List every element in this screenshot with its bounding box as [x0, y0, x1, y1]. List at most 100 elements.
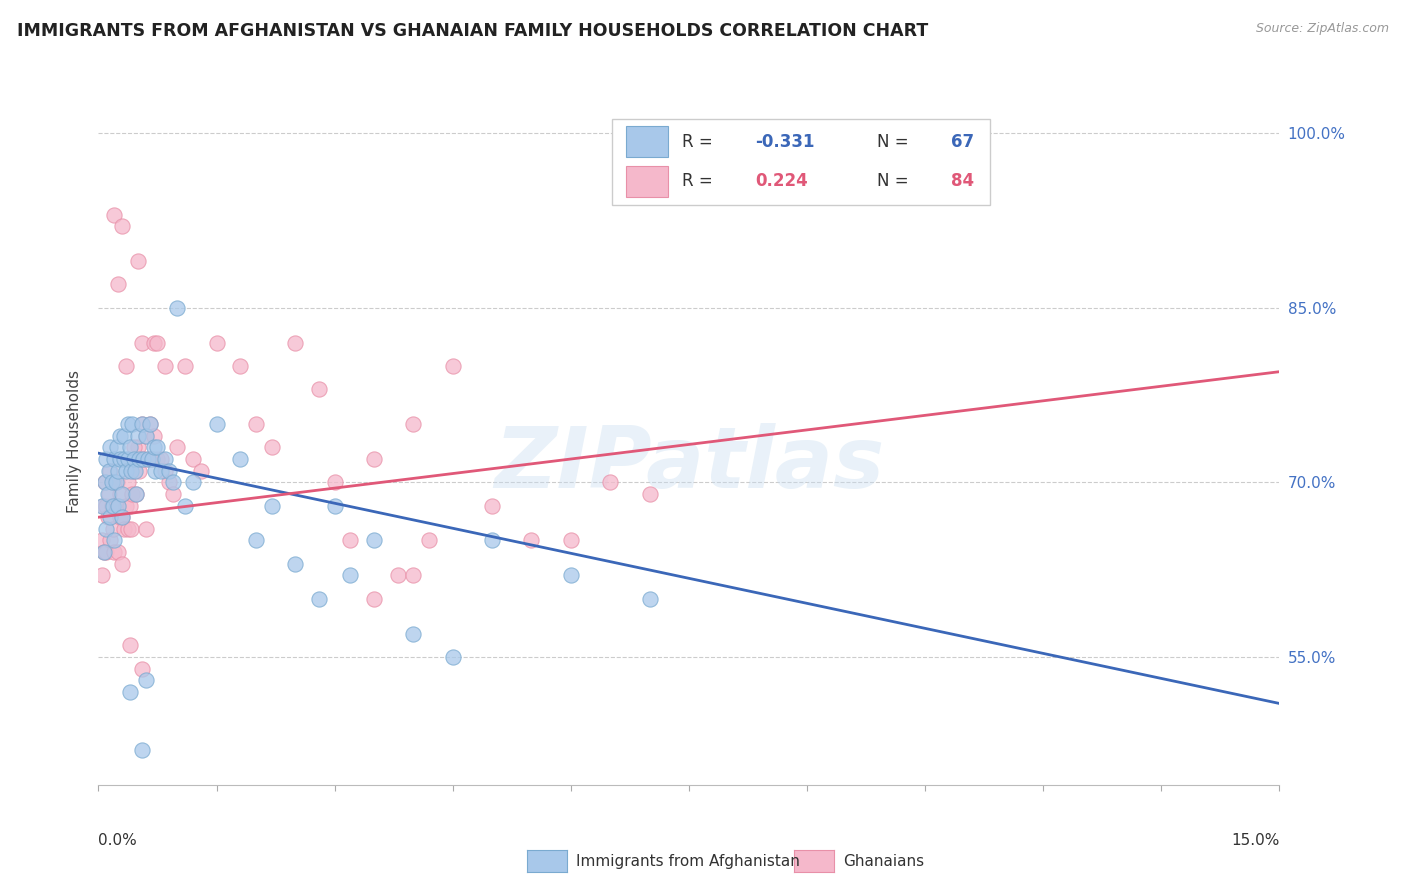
Point — [560, 568, 582, 582]
Point — [93, 545, 115, 559]
Point — [124, 464, 146, 478]
Point — [98, 533, 121, 548]
Point — [121, 487, 143, 501]
Point — [560, 533, 582, 548]
Point — [110, 428, 132, 442]
Point — [245, 533, 267, 548]
Point — [205, 335, 228, 350]
Point — [141, 452, 163, 467]
Point — [166, 441, 188, 455]
Point — [121, 522, 143, 536]
Point — [98, 441, 121, 455]
Point — [284, 557, 307, 571]
Point — [112, 428, 135, 442]
Point — [107, 464, 129, 478]
Point — [103, 452, 125, 467]
Point — [128, 464, 150, 478]
Point — [441, 649, 464, 664]
Point — [128, 452, 150, 467]
Point — [91, 499, 114, 513]
Point — [117, 475, 139, 490]
FancyBboxPatch shape — [626, 127, 668, 157]
Point — [112, 522, 135, 536]
Point — [103, 533, 125, 548]
Point — [162, 475, 184, 490]
Point — [363, 533, 385, 548]
Point — [155, 464, 177, 478]
Point — [205, 417, 228, 431]
Point — [104, 499, 127, 513]
Point — [93, 475, 115, 490]
Point — [520, 533, 543, 548]
Point — [104, 475, 127, 490]
Point — [157, 475, 180, 490]
Text: 67: 67 — [950, 133, 974, 151]
Point — [402, 417, 425, 431]
Point — [111, 557, 134, 571]
Point — [96, 522, 118, 536]
Point — [131, 661, 153, 675]
Point — [181, 475, 204, 490]
Text: N =: N = — [877, 172, 914, 190]
Point — [117, 522, 139, 536]
Text: IMMIGRANTS FROM AFGHANISTAN VS GHANAIAN FAMILY HOUSEHOLDS CORRELATION CHART: IMMIGRANTS FROM AFGHANISTAN VS GHANAIAN … — [17, 22, 928, 40]
Point — [97, 510, 120, 524]
Point — [135, 522, 157, 536]
Point — [142, 335, 165, 350]
Point — [111, 219, 134, 234]
Text: Immigrants from Afghanistan: Immigrants from Afghanistan — [576, 854, 800, 869]
Point — [98, 510, 121, 524]
Text: ZIPatlas: ZIPatlas — [494, 424, 884, 507]
Point — [131, 417, 153, 431]
Point — [229, 452, 252, 467]
Point — [131, 417, 153, 431]
Point — [599, 475, 621, 490]
Point — [107, 499, 129, 513]
Point — [112, 452, 135, 467]
Point — [245, 417, 267, 431]
Text: N =: N = — [877, 133, 914, 151]
Point — [125, 487, 148, 501]
Text: R =: R = — [682, 172, 718, 190]
Point — [142, 428, 165, 442]
FancyBboxPatch shape — [626, 166, 668, 197]
Point — [103, 208, 125, 222]
Point — [127, 441, 149, 455]
Text: -0.331: -0.331 — [755, 133, 814, 151]
Point — [118, 499, 141, 513]
Point — [107, 499, 129, 513]
Point — [150, 452, 173, 467]
Point — [136, 452, 159, 467]
Point — [127, 428, 149, 442]
Point — [441, 359, 464, 373]
Point — [118, 685, 141, 699]
Y-axis label: Family Households: Family Households — [67, 370, 83, 513]
Point — [138, 452, 160, 467]
Point — [131, 743, 153, 757]
Point — [323, 475, 346, 490]
Point — [132, 452, 155, 467]
Point — [110, 487, 132, 501]
Text: Source: ZipAtlas.com: Source: ZipAtlas.com — [1256, 22, 1389, 36]
Text: 0.224: 0.224 — [755, 172, 808, 190]
Point — [323, 499, 346, 513]
Point — [155, 452, 177, 467]
Point — [105, 441, 128, 455]
Point — [97, 464, 120, 478]
Point — [363, 452, 385, 467]
Point — [638, 487, 661, 501]
Point — [131, 335, 153, 350]
Point — [229, 359, 252, 373]
Point — [96, 545, 118, 559]
Point — [135, 673, 157, 688]
Point — [122, 441, 145, 455]
Point — [97, 487, 120, 501]
Point — [98, 464, 121, 478]
Point — [91, 499, 114, 513]
Point — [155, 359, 177, 373]
Point — [260, 441, 283, 455]
Point — [138, 417, 160, 431]
Point — [363, 591, 385, 606]
Point — [121, 417, 143, 431]
Point — [143, 464, 166, 478]
